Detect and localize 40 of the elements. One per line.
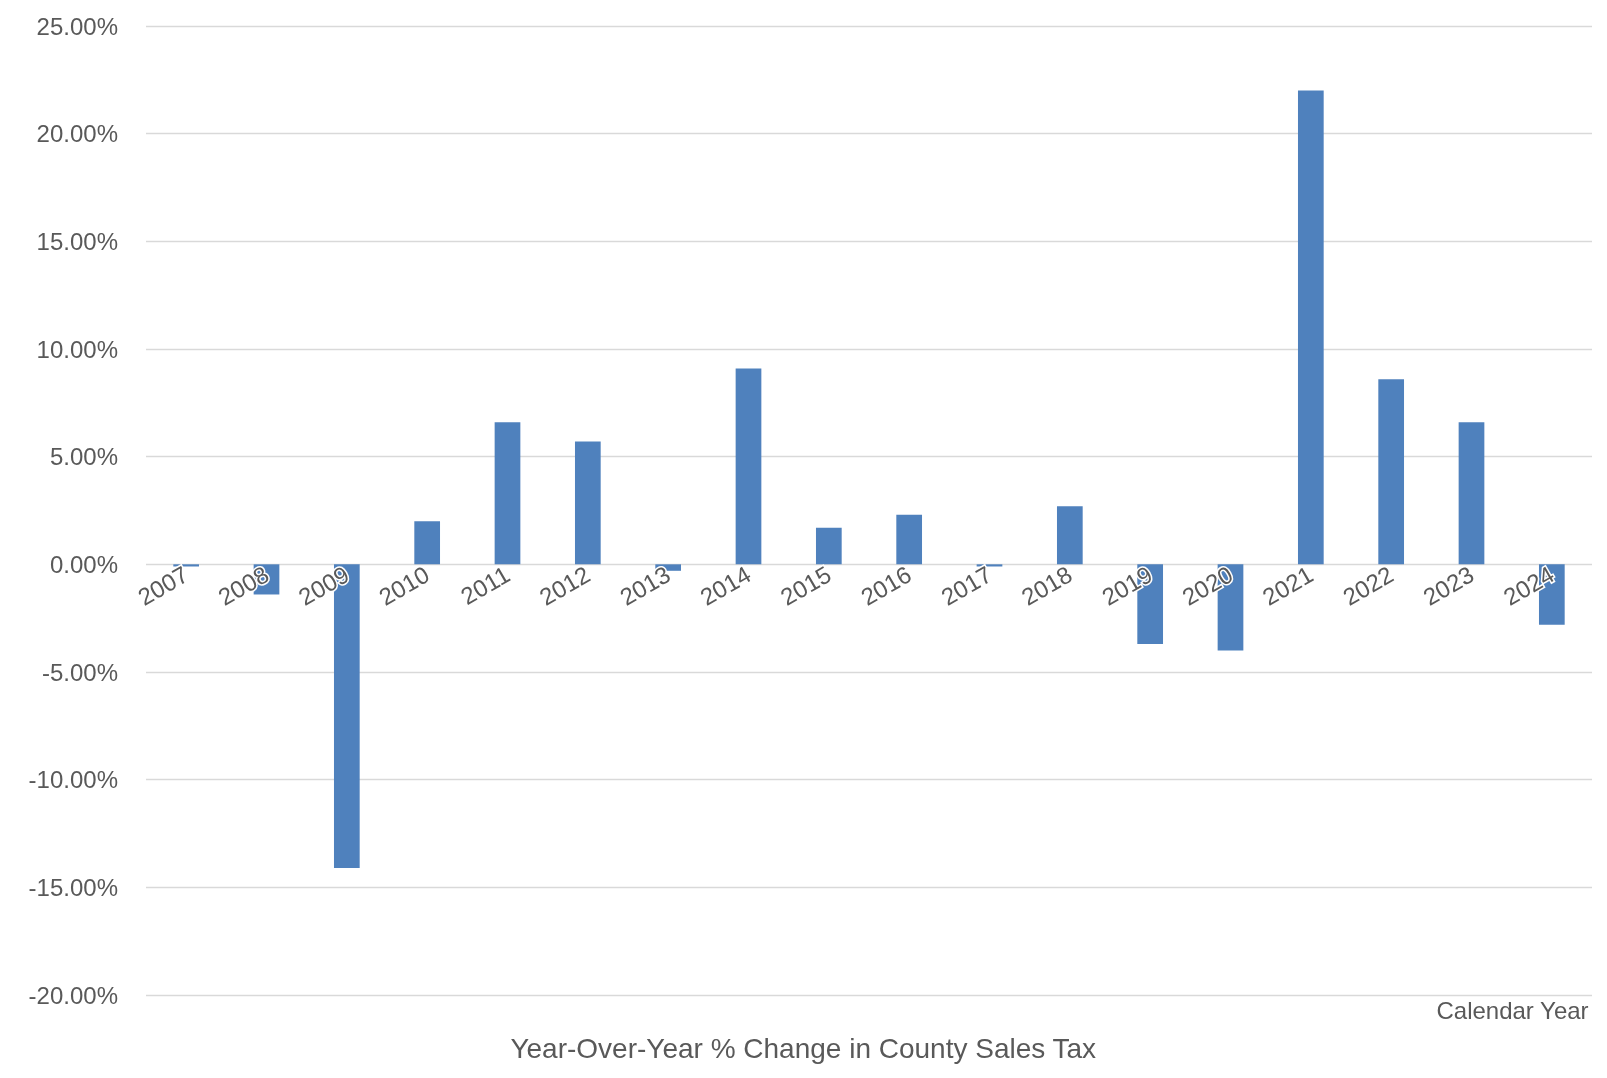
x-tick-label: 2007	[133, 560, 193, 611]
x-tick-label: 2020	[1177, 560, 1238, 611]
bar	[1297, 90, 1324, 565]
bar	[414, 521, 441, 565]
x-tick-label: 2015	[775, 560, 836, 611]
x-tick-label: 2016	[856, 560, 916, 611]
x-tick-label: 2011	[456, 560, 515, 610]
x-tick-label: 2022	[1338, 560, 1398, 611]
x-tick-label: 2012	[534, 560, 595, 611]
bar	[1056, 506, 1083, 565]
x-tick-label: 2014	[695, 560, 756, 611]
x-tick-label: 2010	[374, 560, 434, 611]
bar	[1458, 422, 1485, 565]
x-tick-label: 2019	[1097, 560, 1157, 611]
bar	[735, 368, 762, 565]
bar	[815, 527, 842, 565]
y-tick-label: 0.00%	[49, 550, 118, 578]
y-tick-label: 20.00%	[36, 120, 118, 148]
y-tick-label: 15.00%	[36, 227, 118, 255]
y-tick-label: 5.00%	[49, 443, 118, 471]
bar	[574, 441, 601, 565]
x-tick-label: 2018	[1016, 560, 1077, 611]
y-tick-label: -5.00%	[41, 658, 118, 686]
y-tick-label: -20.00%	[28, 981, 118, 1009]
y-tick-label: 25.00%	[36, 12, 118, 40]
x-tick-label: 2024	[1498, 560, 1559, 611]
bar	[1378, 379, 1405, 565]
bar	[896, 514, 923, 565]
x-tick-label: 2009	[293, 560, 354, 611]
text: Year-Over-Year % Change in County Sales Tax	[510, 1032, 1097, 1064]
bar	[494, 422, 521, 565]
x-tick-label: 2017	[936, 560, 997, 611]
x-tick-label: 2021	[1257, 560, 1318, 611]
x-tick-label: 2008	[213, 560, 274, 611]
x-tick-label: 2023	[1418, 560, 1479, 611]
y-tick-label: 10.00%	[36, 335, 118, 363]
x-axis-title: Calendar Year	[1436, 996, 1589, 1024]
x-tick-label: 2013	[615, 560, 675, 611]
y-tick-label: -10.00%	[28, 766, 118, 794]
y-tick-label: -15.00%	[28, 873, 118, 901]
